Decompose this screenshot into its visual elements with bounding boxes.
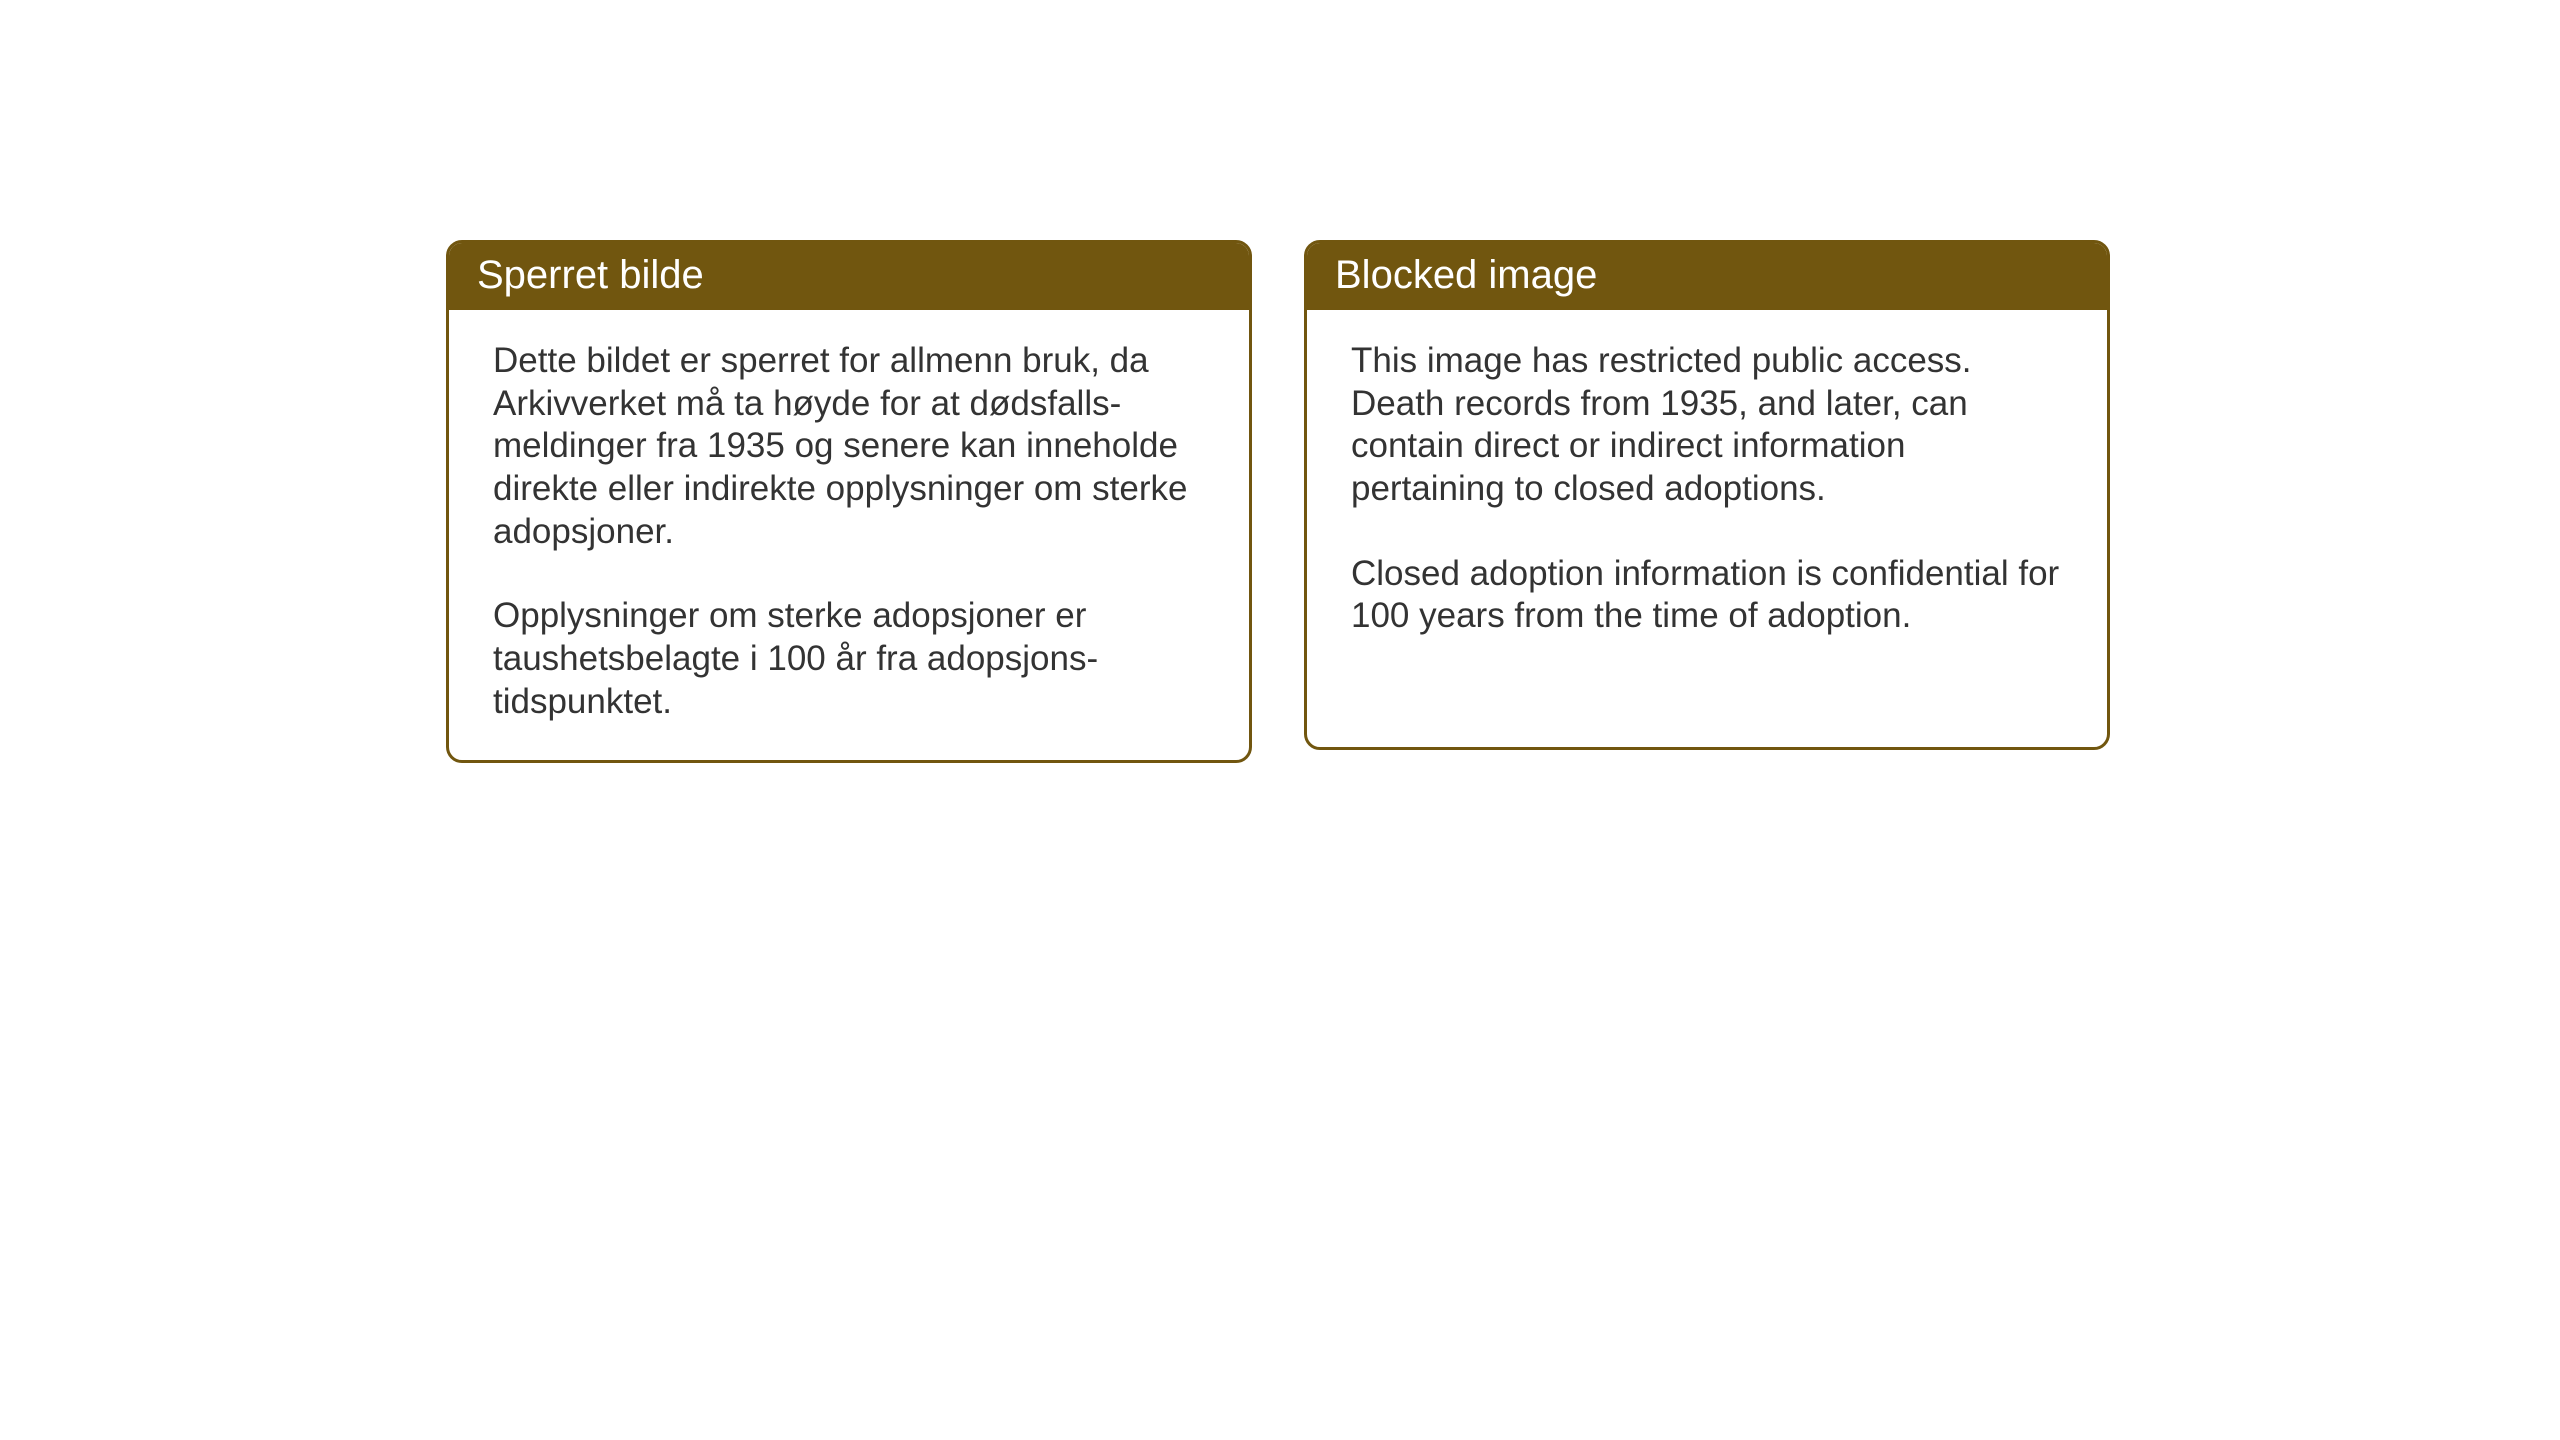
- card-title-english: Blocked image: [1335, 253, 1597, 297]
- card-paragraph-2-norwegian: Opplysninger om sterke adopsjoner er tau…: [493, 595, 1205, 723]
- card-body-english: This image has restricted public access.…: [1307, 310, 2107, 674]
- notice-card-english: Blocked image This image has restricted …: [1304, 240, 2110, 750]
- card-header-english: Blocked image: [1307, 243, 2107, 310]
- card-header-norwegian: Sperret bilde: [449, 243, 1249, 310]
- card-paragraph-1-norwegian: Dette bildet er sperret for allmenn bruk…: [493, 340, 1205, 553]
- notice-cards-container: Sperret bilde Dette bildet er sperret fo…: [0, 0, 2560, 763]
- card-paragraph-1-english: This image has restricted public access.…: [1351, 340, 2063, 511]
- card-body-norwegian: Dette bildet er sperret for allmenn bruk…: [449, 310, 1249, 760]
- card-paragraph-2-english: Closed adoption information is confident…: [1351, 553, 2063, 638]
- notice-card-norwegian: Sperret bilde Dette bildet er sperret fo…: [446, 240, 1252, 763]
- card-title-norwegian: Sperret bilde: [477, 253, 704, 297]
